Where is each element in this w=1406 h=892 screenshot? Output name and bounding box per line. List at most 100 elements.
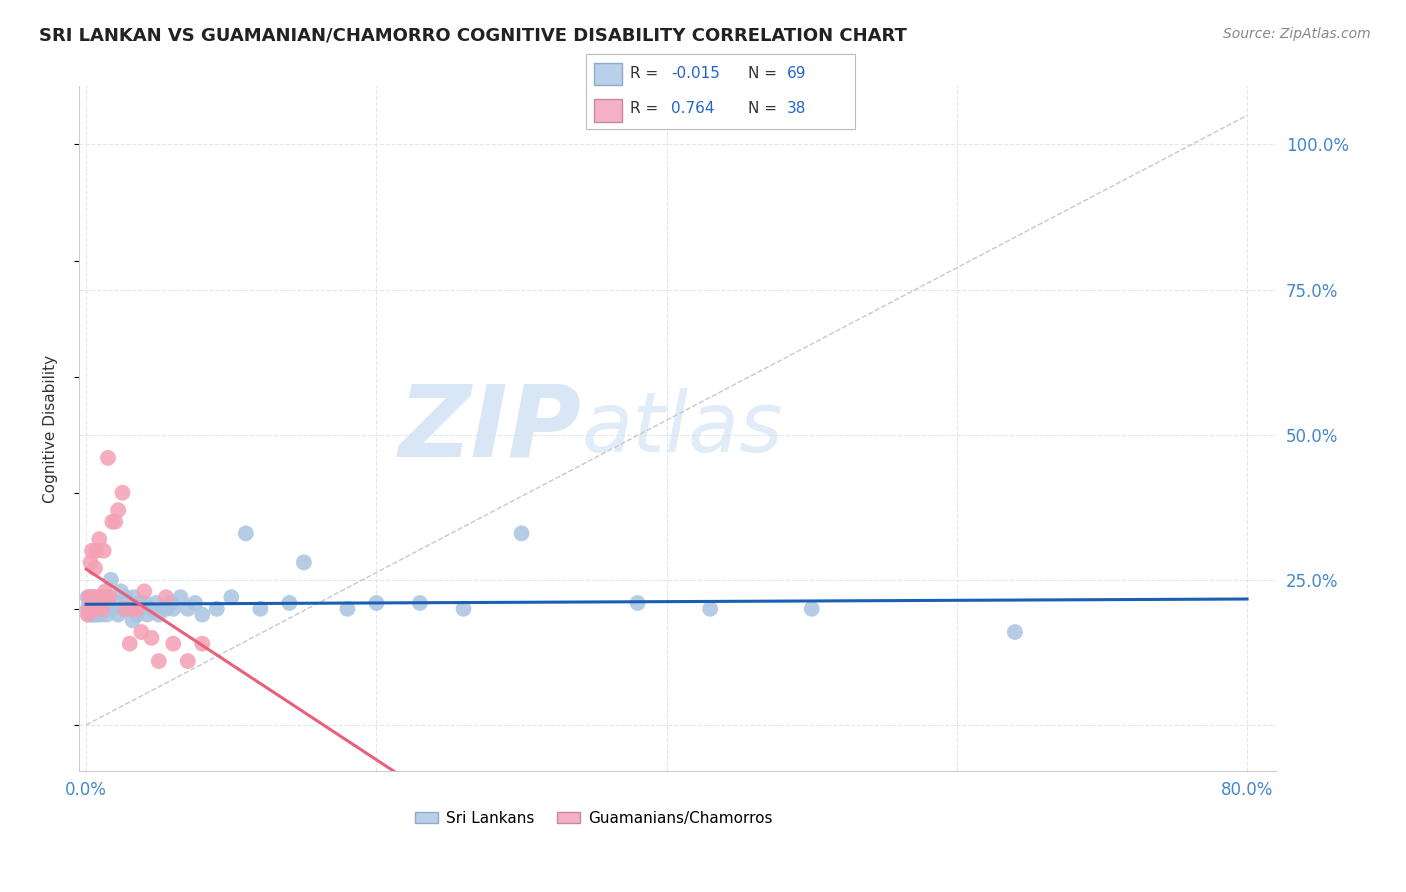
Point	[93, 543, 115, 558]
Text: 38: 38	[786, 102, 806, 116]
Point	[90, 596, 112, 610]
Point	[84, 602, 107, 616]
Point	[205, 602, 228, 616]
Point	[1004, 625, 1026, 640]
Point	[118, 637, 141, 651]
Point	[162, 602, 184, 616]
Point	[90, 591, 112, 605]
Point	[82, 602, 104, 616]
Point	[510, 526, 533, 541]
Point	[125, 602, 148, 616]
FancyBboxPatch shape	[586, 54, 855, 128]
Point	[121, 614, 143, 628]
Point	[89, 596, 111, 610]
Point	[104, 515, 127, 529]
Point	[77, 602, 100, 616]
Point	[800, 602, 823, 616]
Point	[77, 591, 100, 605]
Point	[79, 591, 101, 605]
Point	[169, 591, 191, 605]
Point	[86, 607, 108, 622]
Text: R =: R =	[630, 102, 664, 116]
Legend: Sri Lankans, Guamanians/Chamorros: Sri Lankans, Guamanians/Chamorros	[409, 805, 779, 832]
Point	[184, 596, 207, 610]
Point	[89, 532, 111, 546]
Point	[87, 591, 110, 605]
Point	[98, 591, 121, 605]
Point	[80, 596, 103, 610]
Point	[699, 602, 721, 616]
Point	[96, 591, 118, 605]
Point	[626, 596, 648, 610]
Point	[155, 602, 177, 616]
Point	[134, 596, 156, 610]
Point	[86, 591, 108, 605]
Bar	[595, 62, 621, 86]
Point	[145, 596, 167, 610]
Point	[122, 602, 145, 616]
Point	[80, 543, 103, 558]
Point	[148, 607, 170, 622]
Point	[76, 607, 98, 622]
Point	[177, 602, 200, 616]
Text: Source: ZipAtlas.com: Source: ZipAtlas.com	[1223, 27, 1371, 41]
Point	[162, 637, 184, 651]
Point	[453, 602, 475, 616]
Point	[87, 596, 110, 610]
Point	[292, 555, 315, 569]
Text: N =: N =	[748, 67, 782, 81]
Point	[114, 602, 136, 616]
Point	[366, 596, 388, 610]
Point	[84, 596, 107, 610]
Text: N =: N =	[748, 102, 782, 116]
Point	[86, 543, 108, 558]
Point	[155, 591, 177, 605]
Point	[91, 602, 114, 616]
Point	[91, 602, 114, 616]
Text: SRI LANKAN VS GUAMANIAN/CHAMORRO COGNITIVE DISABILITY CORRELATION CHART: SRI LANKAN VS GUAMANIAN/CHAMORRO COGNITI…	[39, 27, 907, 45]
Point	[82, 607, 104, 622]
Point	[79, 602, 101, 616]
Point	[159, 596, 181, 610]
Point	[86, 602, 108, 616]
Text: 69: 69	[786, 67, 806, 81]
Point	[122, 591, 145, 605]
Point	[134, 584, 156, 599]
Point	[191, 637, 214, 651]
Point	[141, 602, 163, 616]
Point	[191, 607, 214, 622]
Point	[82, 591, 104, 605]
Point	[177, 654, 200, 668]
Point	[107, 503, 129, 517]
Point	[84, 561, 107, 575]
Point	[141, 631, 163, 645]
Point	[90, 607, 112, 622]
Text: R =: R =	[630, 67, 664, 81]
Point	[110, 584, 132, 599]
Point	[101, 602, 124, 616]
Point	[94, 602, 117, 616]
Bar	[595, 99, 621, 122]
Point	[98, 602, 121, 616]
Point	[118, 602, 141, 616]
Text: -0.015: -0.015	[671, 67, 720, 81]
Point	[79, 602, 101, 616]
Point	[82, 591, 104, 605]
Text: atlas: atlas	[582, 388, 783, 469]
Point	[249, 602, 271, 616]
Point	[125, 607, 148, 622]
Point	[77, 602, 100, 616]
Point	[96, 607, 118, 622]
Y-axis label: Cognitive Disability: Cognitive Disability	[44, 355, 58, 503]
Point	[76, 591, 98, 605]
Point	[93, 591, 115, 605]
Point	[89, 602, 111, 616]
Point	[80, 596, 103, 610]
Point	[79, 596, 101, 610]
Point	[87, 602, 110, 616]
Point	[94, 584, 117, 599]
Point	[336, 602, 359, 616]
Point	[114, 591, 136, 605]
Point	[136, 607, 159, 622]
Point	[77, 607, 100, 622]
